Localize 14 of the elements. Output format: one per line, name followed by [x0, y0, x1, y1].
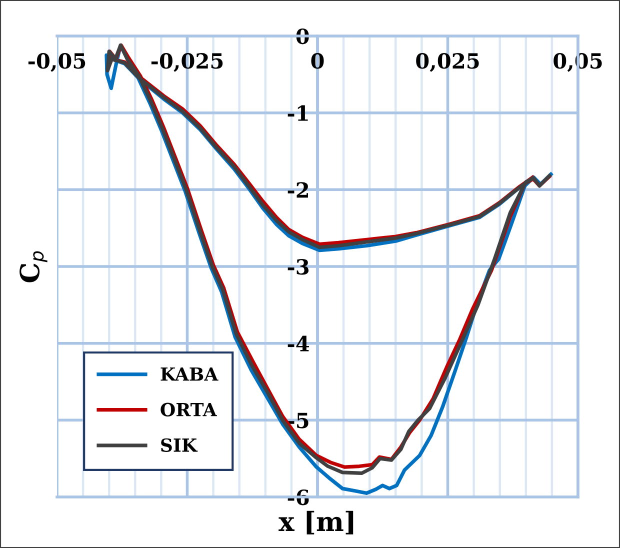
y-tick-label: -2	[288, 182, 308, 198]
x-tick-label: -0,05	[28, 53, 86, 72]
y-axis-title: C$_{p}$	[20, 251, 48, 282]
x-tick-label: -0,025	[151, 53, 223, 72]
y-tick-label: -3	[288, 258, 309, 275]
x-tick-label: 0	[311, 53, 324, 69]
y-tick-label: -5	[288, 412, 308, 428]
x-axis-title: x [m]	[278, 510, 354, 534]
legend-label: KABA	[160, 367, 218, 381]
legend-label: ORTA	[160, 402, 217, 416]
legend-label: SIK	[161, 438, 198, 452]
x-tick-label: 0,025	[416, 53, 479, 72]
y-tick-label: -1	[288, 105, 308, 121]
y-tick-label: -4	[288, 336, 310, 352]
